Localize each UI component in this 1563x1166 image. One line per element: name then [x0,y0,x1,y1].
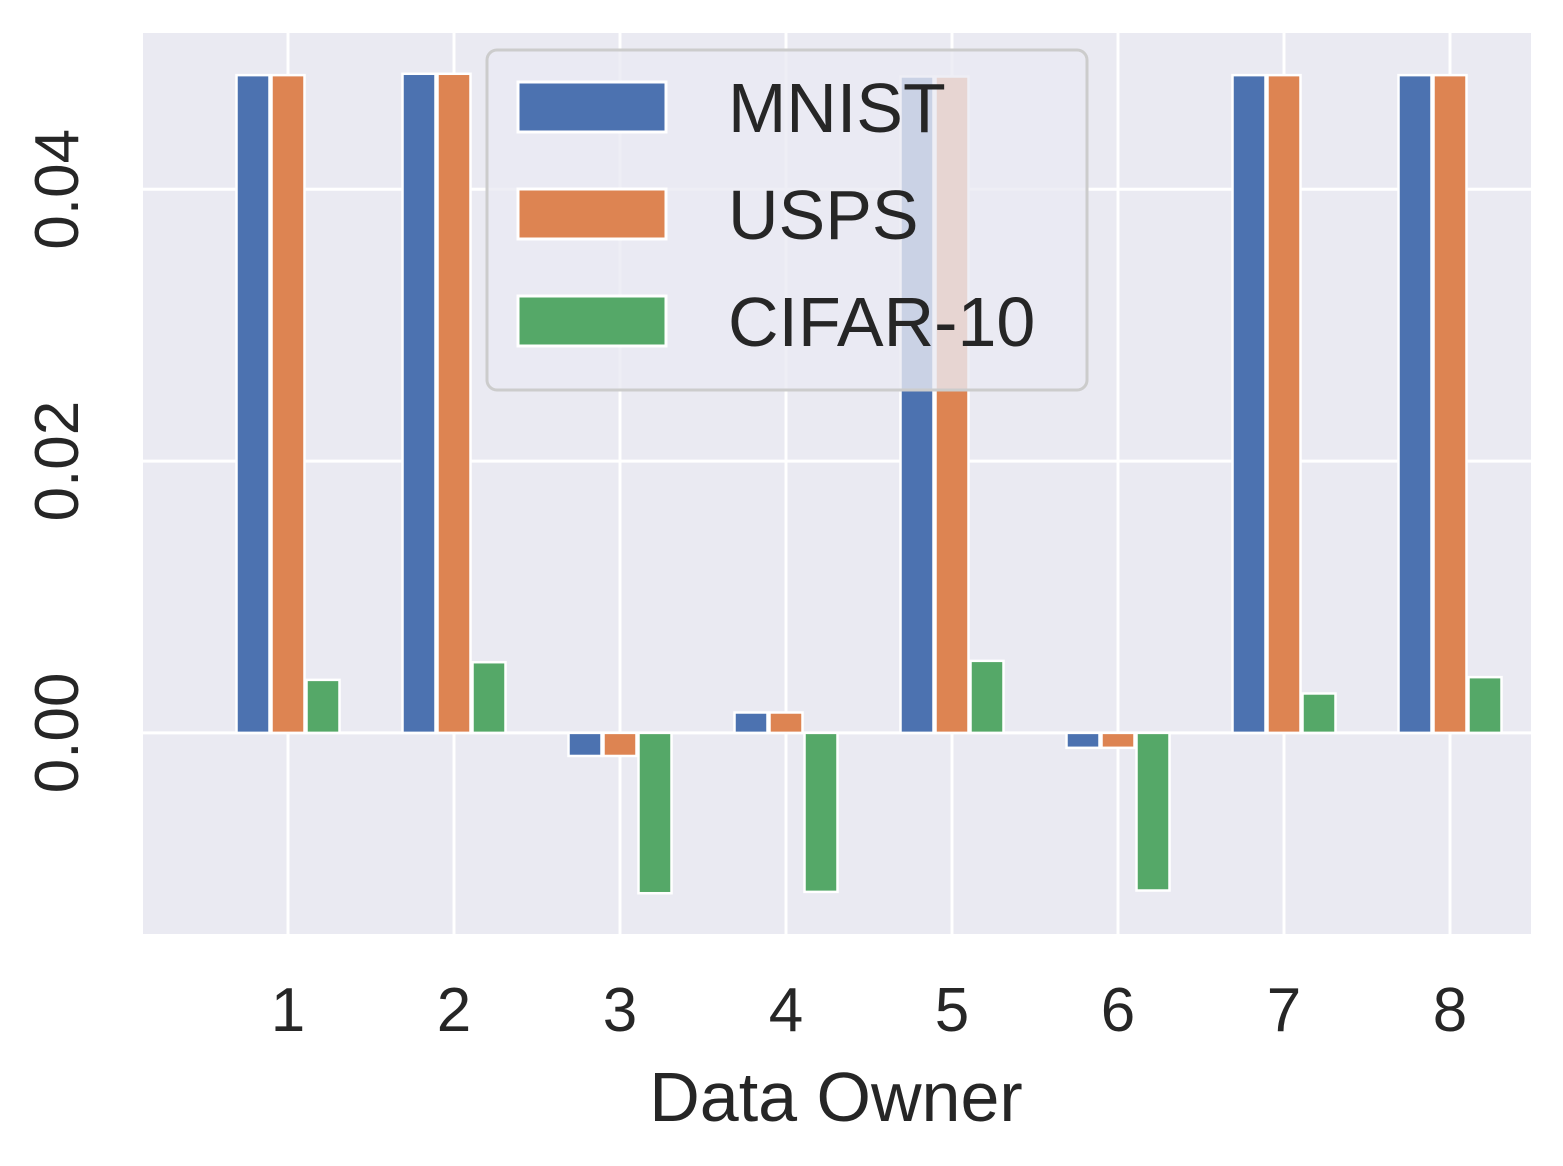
y-tick-labels: 0.00 0.02 0.04 [23,129,92,793]
bar-cifar-10-3 [637,731,673,895]
bar-cifar-10-8 [1467,675,1503,735]
x-axis-title: Data Owner [649,1058,1022,1136]
legend-label-cifar-10: CIFAR-10 [728,283,1035,361]
bar-usps-1 [270,73,306,735]
bar-mnist-8 [1397,73,1433,735]
y-tick-label: 0.04 [23,129,92,250]
bar-mnist-2 [401,72,437,735]
x-tick-label: 4 [769,976,803,1045]
bar-cifar-10-1 [305,678,341,735]
bar-cifar-10-6 [1135,731,1171,892]
bar-usps-2 [436,72,472,735]
bar-usps-3 [602,731,638,758]
bar-usps-6 [1100,731,1136,750]
bar-cifar-10-2 [471,660,507,735]
x-tick-label: 6 [1101,976,1135,1045]
x-tick-label: 3 [603,976,637,1045]
bar-usps-4 [768,711,804,735]
legend-swatch-mnist [516,80,668,134]
legend-swatch-usps [516,187,668,241]
bar-usps-8 [1432,73,1468,735]
legend-swatch-cifar-10 [516,294,668,348]
bar-usps-7 [1266,73,1302,735]
x-tick-label: 7 [1267,976,1301,1045]
legend-label-usps: USPS [728,176,919,254]
y-tick-label: 0.00 [23,673,92,794]
legend-label-mnist: MNIST [728,69,946,147]
x-tick-label: 5 [935,976,969,1045]
x-tick-label: 1 [271,976,305,1045]
bar-mnist-3 [567,731,603,758]
legend: MNIST USPS CIFAR-10 [485,48,1089,392]
bar-cifar-10-7 [1301,692,1337,735]
bar-cifar-10-4 [803,731,839,894]
bar-cifar-10-5 [969,659,1005,735]
x-tick-labels: 1 2 3 4 5 6 7 8 [271,976,1467,1045]
x-tick-label: 2 [437,976,471,1045]
bar-mnist-7 [1231,73,1267,735]
bar-mnist-4 [733,711,769,735]
x-tick-label: 8 [1433,976,1467,1045]
bar-mnist-1 [235,73,271,735]
y-tick-label: 0.02 [23,401,92,522]
bar-mnist-6 [1065,731,1101,750]
